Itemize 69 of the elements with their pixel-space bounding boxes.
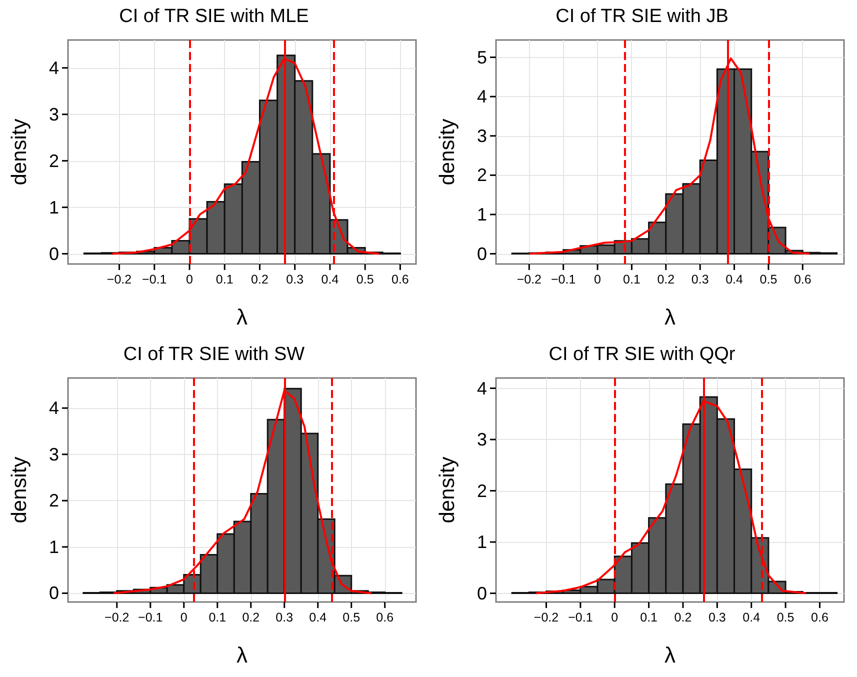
x-tick-label: −0.1 — [142, 272, 167, 286]
x-tick-label: −0.2 — [534, 610, 559, 624]
y-tick-label: 3 — [48, 444, 59, 464]
y-tick-label: 2 — [48, 150, 59, 171]
x-tick-label: 0.1 — [623, 272, 640, 286]
x-tick-label: 0.3 — [276, 610, 294, 624]
x-tick-label: 0 — [594, 272, 602, 286]
y-tick-label: 4 — [48, 58, 59, 78]
y-tick-label: 5 — [476, 47, 487, 68]
x-tick-label: −0.2 — [104, 610, 130, 624]
y-tick-label: 4 — [476, 378, 487, 398]
x-tick-label: 0.1 — [208, 610, 226, 624]
x-tick-label: −0.2 — [516, 272, 542, 286]
y-tick-label: 4 — [476, 86, 487, 107]
chart-title: CI of TR SIE with QQr — [548, 344, 736, 365]
y-axis-title: density — [8, 456, 31, 524]
y-tick-label: 1 — [476, 532, 487, 552]
x-tick-label: 0.1 — [216, 272, 234, 286]
x-tick-label: 0.6 — [794, 272, 812, 286]
x-tick-label: 0.2 — [657, 272, 675, 286]
y-axis-title: density — [436, 456, 459, 524]
x-tick-label: 0.4 — [726, 272, 743, 286]
chart-title: CI of TR SIE with MLE — [119, 6, 309, 27]
y-axis-title: density — [8, 118, 31, 186]
y-tick-label: 4 — [48, 398, 59, 418]
x-tick-label: −0.1 — [568, 610, 593, 624]
x-tick-label: 0.5 — [776, 610, 794, 624]
x-axis-title: λ — [664, 642, 676, 668]
y-tick-label: 0 — [476, 244, 487, 264]
y-tick-label: 1 — [48, 536, 59, 557]
y-tick-label: 0 — [48, 244, 59, 264]
x-tick-label: −0.1 — [138, 610, 163, 624]
x-tick-label: 0.3 — [708, 610, 726, 624]
x-tick-label: 0.5 — [342, 610, 360, 624]
x-tick-label: 0.4 — [309, 610, 327, 624]
y-tick-label: 3 — [476, 430, 487, 450]
x-tick-label: 0 — [186, 272, 194, 286]
x-tick-label: 0.2 — [242, 610, 260, 624]
x-tick-label: 0.4 — [742, 610, 760, 624]
x-axis-title: λ — [236, 642, 248, 668]
y-tick-label: 2 — [476, 480, 487, 501]
x-axis-title: λ — [664, 304, 676, 330]
x-tick-label: 0 — [611, 610, 618, 624]
chart-title: CI of TR SIE with JB — [556, 6, 728, 27]
x-tick-label: 0.5 — [760, 272, 778, 286]
y-tick-label: 0 — [476, 583, 487, 604]
y-axis-title: density — [436, 118, 459, 186]
y-tick-label: 2 — [48, 490, 59, 511]
y-tick-label: 0 — [48, 583, 59, 604]
x-tick-label: 0.6 — [392, 272, 409, 286]
x-tick-label: −0.1 — [551, 272, 576, 286]
x-tick-label: −0.2 — [106, 272, 132, 286]
x-tick-label: 0.6 — [376, 610, 394, 624]
x-tick-label: 0.6 — [811, 610, 828, 624]
chart-title: CI of TR SIE with SW — [123, 344, 305, 365]
x-tick-label: 0.5 — [356, 272, 374, 286]
x-tick-label: 0.3 — [691, 272, 709, 286]
x-tick-label: 0 — [180, 610, 188, 624]
x-axis-title: λ — [236, 304, 248, 330]
y-tick-label: 3 — [48, 104, 59, 124]
y-tick-label: 1 — [476, 204, 487, 224]
x-tick-label: 0.2 — [251, 272, 268, 286]
y-tick-label: 2 — [476, 165, 487, 186]
x-tick-label: 0.2 — [674, 610, 692, 624]
y-tick-label: 3 — [476, 126, 487, 146]
x-tick-label: 0.4 — [321, 272, 339, 286]
x-tick-label: 0.3 — [286, 272, 304, 286]
x-tick-label: 0.1 — [640, 610, 658, 624]
y-tick-label: 1 — [48, 197, 59, 218]
